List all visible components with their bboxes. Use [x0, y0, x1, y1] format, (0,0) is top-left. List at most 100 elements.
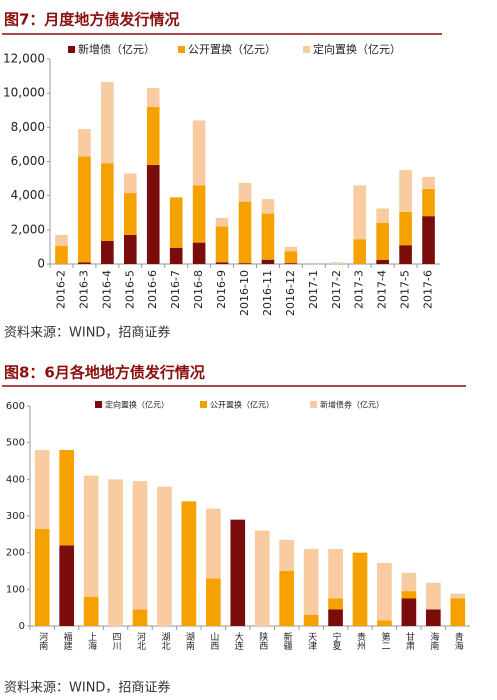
bar: [261, 199, 275, 214]
bar: [132, 481, 148, 610]
y-tick-label: 100: [6, 584, 25, 595]
source: 资料来源：WIND，招商证券: [4, 325, 170, 341]
bar: [376, 223, 389, 260]
x-tick-label: 宁夏: [331, 631, 342, 650]
y-tick-label: 2,000: [11, 222, 45, 236]
bar: [401, 572, 417, 592]
bar: [284, 263, 298, 264]
legend-swatch: [68, 46, 75, 53]
x-tick-label: 河北: [135, 631, 146, 651]
bar: [261, 259, 275, 264]
bar: [83, 596, 99, 626]
legend-label: 公开置换（亿元）: [210, 400, 274, 410]
x-tick-label: 第二: [379, 631, 390, 650]
x-tick-label: 2016-3: [77, 270, 90, 309]
x-tick-label: 2016-12: [284, 270, 297, 316]
x-tick-label: 湖南: [184, 632, 195, 650]
bar: [377, 562, 392, 621]
x-tick-label: 2016-7: [169, 270, 182, 309]
x-tick-label: 山西: [208, 632, 219, 651]
bar: [169, 247, 183, 264]
legend-label: 定向置换（亿元）: [313, 42, 401, 56]
bar: [328, 549, 343, 599]
bar: [328, 598, 343, 610]
x-tick-label: 贵州: [355, 631, 366, 650]
x-tick-label: 天津: [306, 632, 317, 651]
bar: [146, 164, 160, 264]
legend-swatch: [310, 401, 317, 408]
y-tick-label: 0: [37, 257, 45, 271]
bar: [376, 259, 389, 264]
y-tick-label: 600: [6, 401, 25, 412]
bar: [254, 530, 270, 626]
x-tick-label: 2016-10: [238, 270, 251, 316]
bar: [238, 263, 252, 264]
bar: [206, 578, 221, 626]
bar: [353, 239, 367, 264]
figure-title: 图7：月度地方债发行情况: [4, 11, 179, 29]
y-tick-label: 6,000: [11, 154, 45, 168]
x-tick-label: 2016-9: [215, 270, 228, 309]
y-tick-label: 10,000: [3, 86, 45, 100]
bar: [238, 182, 252, 202]
bar: [353, 185, 367, 240]
legend-label: 定向置换（亿元）: [105, 400, 169, 410]
bar: [303, 615, 319, 626]
legend-label: 公开置换（亿元）: [188, 42, 276, 56]
bar: [55, 234, 68, 247]
bar: [78, 156, 91, 263]
bar: [422, 216, 435, 264]
bar: [34, 528, 50, 626]
bar: [181, 501, 197, 626]
y-tick-label: 8,000: [11, 120, 45, 134]
bar: [377, 620, 392, 626]
bar: [426, 609, 441, 626]
y-tick-label: 12,000: [3, 52, 45, 66]
bar: [157, 486, 172, 626]
bar: [279, 571, 294, 626]
bar: [169, 197, 183, 248]
bar: [206, 508, 221, 579]
bar: [215, 226, 229, 263]
y-tick-label: 500: [6, 438, 25, 449]
bar: [450, 593, 466, 599]
x-tick-label: 2017-5: [399, 270, 412, 309]
x-tick-label: 2016-6: [146, 270, 159, 309]
bar: [123, 173, 137, 194]
bar: [215, 217, 229, 227]
x-tick-label: 2017-6: [422, 270, 435, 309]
bar: [422, 188, 435, 217]
bar: [192, 185, 206, 243]
x-tick-label: 大连: [233, 631, 244, 651]
bar: [279, 539, 294, 571]
bar: [399, 245, 412, 264]
x-tick-label: 新疆: [282, 631, 293, 651]
legend-label: 新增债券（亿元）: [320, 400, 384, 410]
x-tick-label: 湖北: [159, 632, 170, 651]
x-tick-label: 2017-4: [376, 270, 389, 309]
bar: [238, 201, 252, 264]
bar: [352, 552, 368, 626]
y-tick-label: 4,000: [11, 188, 45, 202]
bar: [284, 251, 298, 264]
x-tick-label: 福建: [62, 631, 73, 651]
y-tick-label: 400: [6, 474, 25, 485]
bar: [192, 120, 206, 186]
x-tick-label: 四川: [111, 632, 122, 650]
bar: [399, 170, 412, 212]
bar: [450, 598, 466, 626]
bar: [55, 246, 68, 264]
bar: [108, 479, 123, 626]
x-tick-label: 甘肃: [404, 631, 415, 651]
x-tick-label: 上海: [86, 632, 97, 651]
x-tick-label: 2016-2: [54, 270, 67, 309]
bar: [284, 246, 298, 252]
bar: [59, 545, 74, 626]
x-tick-label: 2017-1: [307, 270, 320, 309]
bar: [101, 163, 114, 241]
bar: [101, 82, 114, 164]
bar: [422, 176, 435, 189]
bar: [401, 598, 417, 626]
x-tick-label: 2016-4: [100, 270, 113, 309]
